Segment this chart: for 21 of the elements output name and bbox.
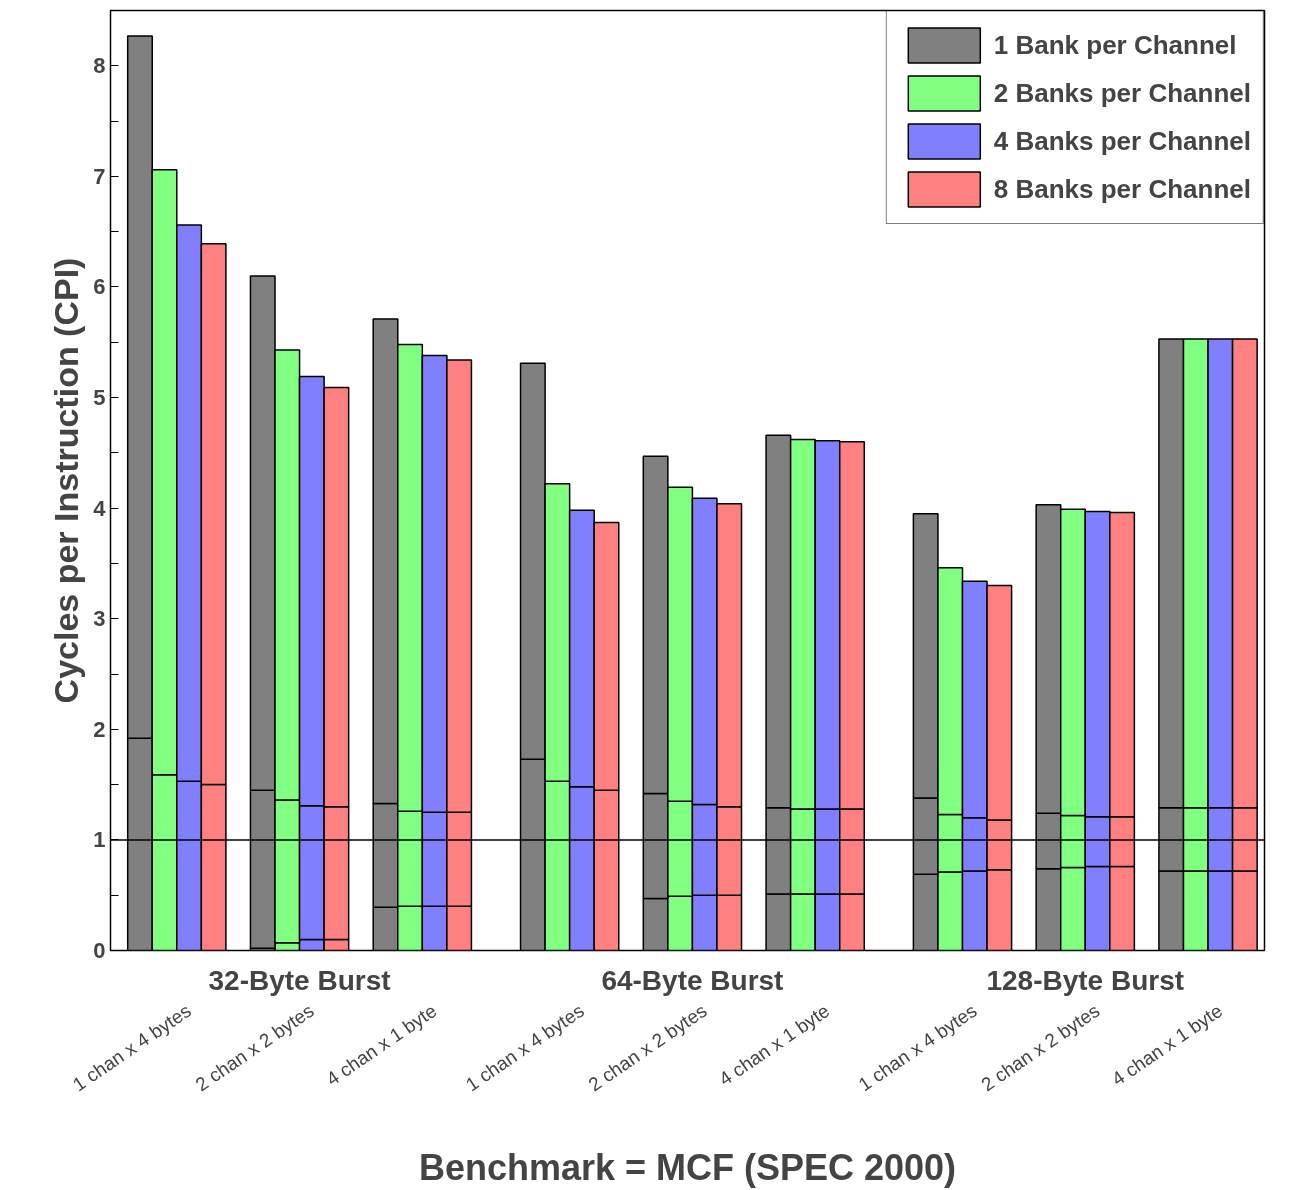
legend-label: 4 Banks per Channel bbox=[993, 125, 1251, 157]
y-tick-label: 8 bbox=[93, 53, 106, 79]
y-axis-title: Cycles per Instruction (CPI) bbox=[47, 257, 86, 704]
x-tick-label: 4 chan x 1 byte bbox=[322, 999, 441, 1090]
legend-label: 2 Banks per Channel bbox=[993, 77, 1251, 109]
x-axis-title: Benchmark = MCF (SPEC 2000) bbox=[418, 1146, 957, 1188]
text: 32-Byte Burst bbox=[208, 964, 391, 996]
y-tick-label: 1 bbox=[93, 827, 106, 853]
y-tick-label: 0 bbox=[93, 938, 106, 963]
y-tick-label: 4 bbox=[93, 495, 107, 521]
y-tick-label: 7 bbox=[93, 163, 106, 189]
x-tick-label: 4 chan x 1 byte bbox=[715, 999, 834, 1090]
y-tick-label: 2 bbox=[93, 716, 106, 742]
text: 64-Byte Burst bbox=[601, 964, 784, 996]
x-tick-label: 4 chan x 1 byte bbox=[1108, 999, 1227, 1090]
text: 128-Byte Burst bbox=[986, 964, 1185, 996]
y-tick-label: 6 bbox=[93, 274, 106, 300]
y-tick-label: 3 bbox=[93, 606, 106, 632]
y-tick-label: 5 bbox=[93, 385, 106, 411]
legend-label: 8 Banks per Channel bbox=[993, 173, 1251, 205]
legend-label: 1 Bank per Channel bbox=[993, 29, 1237, 61]
